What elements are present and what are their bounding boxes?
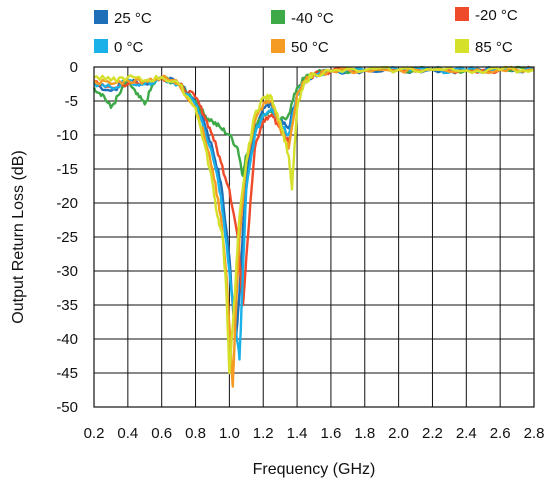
x-tick-label: 1.4 [287,425,308,442]
y-tick-label: -15 [56,161,78,178]
x-tick-label: 2.2 [422,425,443,442]
legend: 25 °C -40 °C -20 °C 0 °C 50 °C 85 °C [94,7,518,56]
legend-swatch [271,39,285,53]
x-tick-label: 1.2 [253,425,274,442]
y-tick-label: -45 [56,365,78,382]
legend-label: 85 °C [475,39,513,56]
y-tick-label: -5 [65,93,78,110]
x-axis-label: Frequency (GHz) [253,461,376,478]
legend-swatch [94,10,108,24]
x-tick-label: 0.2 [84,425,105,442]
x-tick-label: 2.0 [388,425,409,442]
y-tick-label: -30 [56,263,78,280]
legend-swatch [455,7,469,21]
y-tick-label: -20 [56,195,78,212]
y-tick-label: 0 [70,59,78,76]
x-tick-label: 0.6 [151,425,172,442]
series-lines [92,65,535,388]
legend-swatch [271,10,285,24]
legend-label: 25 °C [114,10,152,27]
x-tick-label: 1.6 [320,425,341,442]
x-tick-label: 2.6 [490,425,511,442]
y-tick-label: -35 [56,297,78,314]
y-tick-labels: 0 -5 -10 -15 -20 -25 -30 -35 -40 -45 -50 [56,59,78,416]
y-tick-label: -25 [56,229,78,246]
grid [93,66,535,408]
x-tick-label: 0.4 [117,425,138,442]
y-axis-label: Output Return Loss (dB) [10,150,27,323]
legend-swatch [94,39,108,53]
legend-label: -40 °C [291,10,334,27]
y-tick-label: -10 [56,127,78,144]
plot-frame [93,66,535,408]
x-tick-label: 1.0 [219,425,240,442]
x-tick-label: 1.8 [354,425,375,442]
series-line [93,65,535,361]
y-tick-label: -50 [56,399,78,416]
x-tick-label: 2.4 [456,425,477,442]
series-line [93,65,535,375]
x-tick-label: 2.8 [524,425,545,442]
x-tick-labels: 0.2 0.4 0.6 0.8 1.0 1.2 1.4 1.6 1.8 2.0 2.2 2.4 2.6 2… [84,425,545,442]
legend-label: 50 °C [291,39,329,56]
series-line [92,65,535,177]
legend-label: 0 °C [114,39,144,56]
x-tick-label: 0.8 [185,425,206,442]
y-tick-label: -40 [56,331,78,348]
legend-swatch [455,39,469,53]
series-line [93,65,535,307]
legend-label: -20 °C [475,7,518,24]
